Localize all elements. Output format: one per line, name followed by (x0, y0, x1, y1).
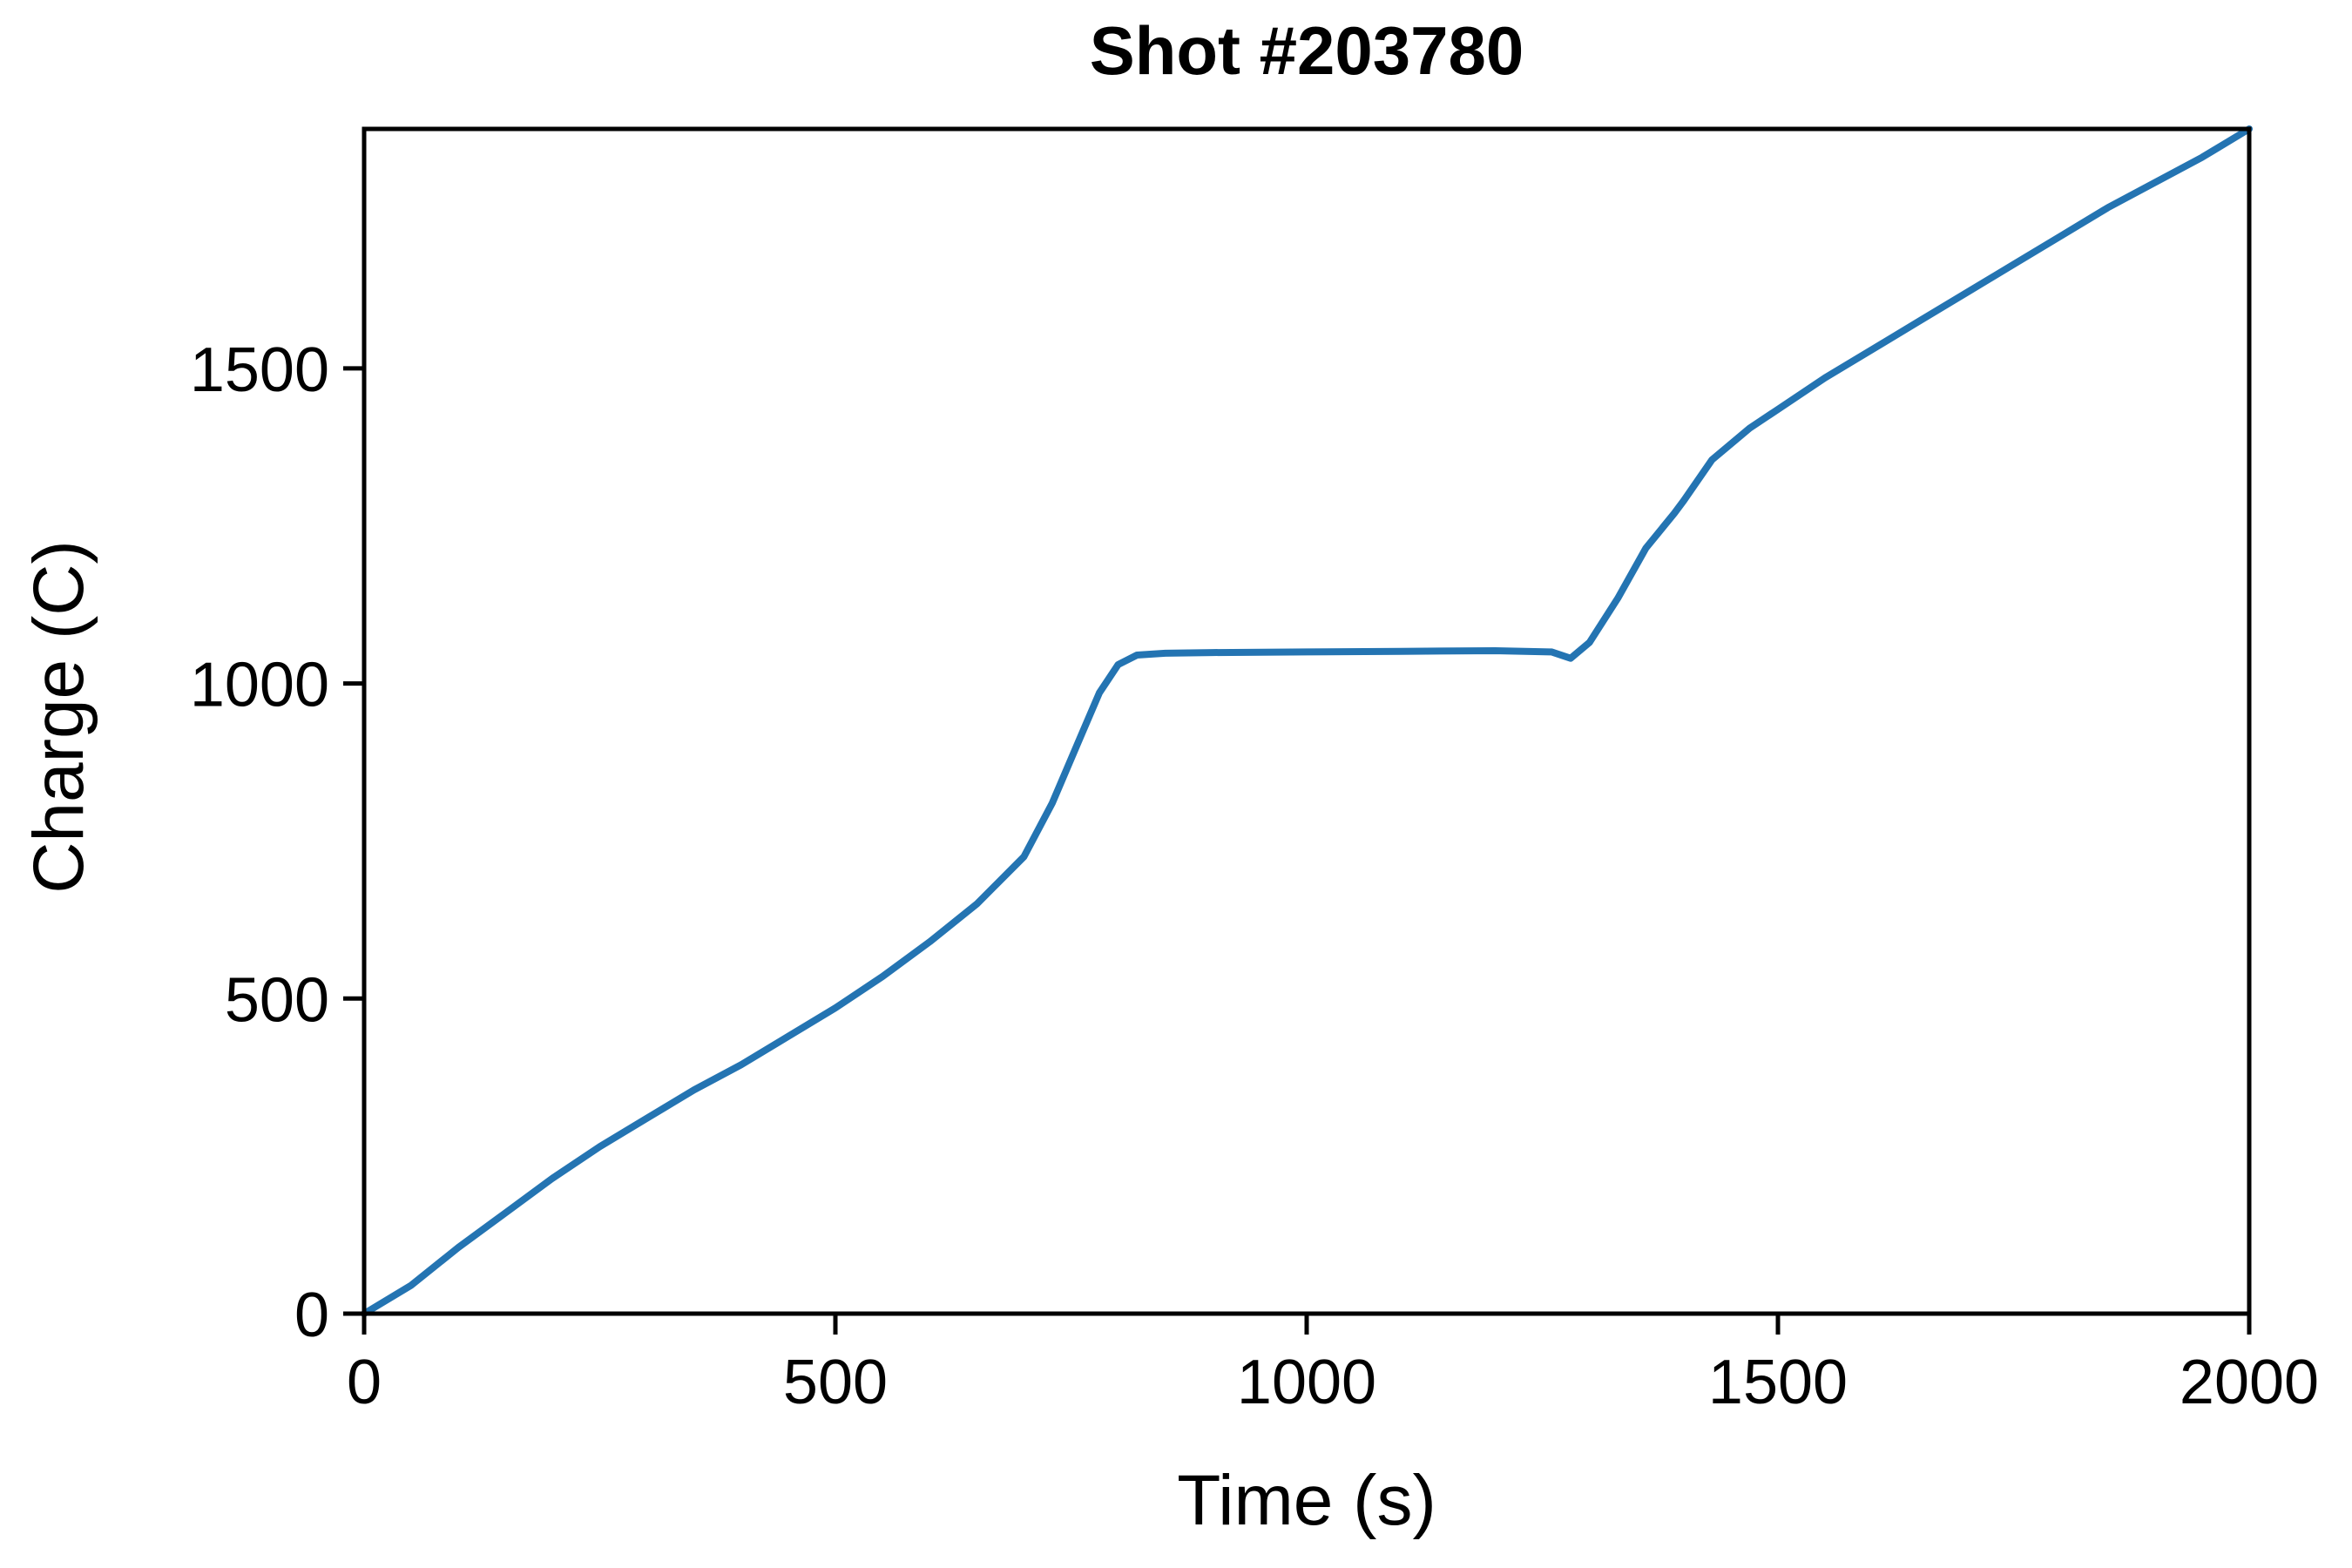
x-axis: 0 500 1000 1500 2000 (347, 1314, 2319, 1417)
x-tick-label: 1500 (1708, 1348, 1848, 1417)
x-tick-label: 500 (783, 1348, 888, 1417)
x-axis-label: Time (s) (1177, 1461, 1436, 1540)
plot-area (361, 125, 2253, 1317)
chart-title: Shot #203780 (1090, 12, 1524, 89)
y-axis: 0 500 1000 1500 (190, 335, 364, 1350)
plot-frame (362, 126, 2252, 1316)
series-line-0 (361, 125, 2253, 1317)
y-tick-label: 1500 (190, 335, 329, 405)
y-tick-label: 0 (294, 1281, 329, 1350)
y-axis-label: Charge (C) (19, 540, 98, 894)
y-tick-label: 500 (225, 965, 329, 1035)
x-tick-label: 2000 (2180, 1348, 2319, 1417)
y-tick-label: 1000 (190, 651, 329, 720)
x-tick-label: 0 (347, 1348, 382, 1417)
x-tick-label: 1000 (1237, 1348, 1376, 1417)
